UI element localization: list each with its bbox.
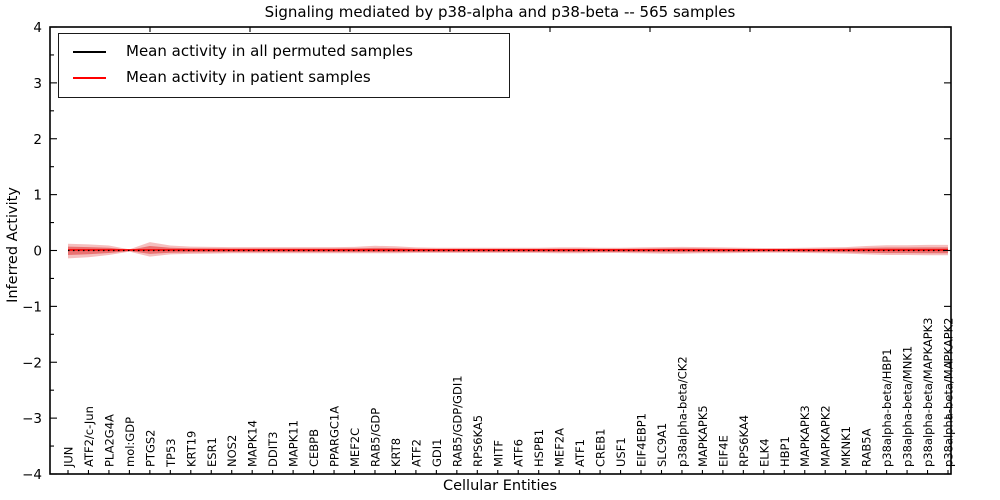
y-axis-label: Inferred Activity [5, 187, 21, 303]
x-tick-label: PTGS2 [143, 430, 157, 468]
y-tick-label: 2 [33, 132, 42, 148]
x-tick-label: p38alpha-beta/CK2 [676, 356, 690, 467]
legend-line-black-icon [73, 50, 106, 53]
x-tick-label: RPS6KA4 [737, 415, 751, 467]
y-tick-label: 3 [33, 76, 42, 92]
legend-label-patient: Mean activity in patient samples [126, 68, 371, 86]
y-tick-label: −4 [22, 467, 42, 483]
x-tick-label: ATF1 [573, 439, 587, 467]
x-tick-label: CEBPB [307, 429, 321, 467]
y-tick-label: −2 [22, 355, 42, 371]
y-tick-label: 1 [33, 188, 42, 204]
y-tick-label: −1 [22, 299, 42, 315]
x-tick-label: mol:GDP [123, 417, 137, 467]
x-tick-label: PPARGC1A [328, 406, 342, 467]
x-tick-label: MEF2A [553, 428, 567, 467]
y-tick-label: 4 [33, 20, 42, 36]
y-tick-label: −3 [22, 411, 42, 427]
y-tick-label: 0 [33, 244, 42, 260]
x-tick-label: EIF4E [716, 435, 730, 467]
axis-ticks [50, 26, 951, 475]
x-tick-label: RAB5/GDP/GDI1 [450, 375, 464, 467]
x-tick-label: MAPKAPK2 [819, 405, 833, 467]
legend: Mean activity in all permuted samples Me… [58, 33, 510, 98]
x-tick-label: DDIT3 [266, 432, 280, 467]
x-tick-label: HSPB1 [532, 429, 546, 467]
chart-title: Signaling mediated by p38-alpha and p38-… [264, 3, 736, 21]
x-tick-label: p38alpha-beta/MAPKAPK2 [942, 318, 956, 468]
x-tick-label: KRT19 [184, 431, 198, 467]
x-tick-label: JUN [62, 447, 76, 468]
x-tick-label: SLC9A1 [655, 423, 669, 467]
x-tick-label: MEF2C [348, 428, 362, 467]
legend-line-red-icon [73, 76, 106, 79]
x-tick-label: ATF6 [512, 439, 526, 467]
x-tick-labels: JUN ATF2/c-Jun PLA2G4A mol:GDP PTGS2 TP53 KRT1… [62, 318, 956, 469]
x-tick-label: HBP1 [778, 436, 792, 467]
x-tick-label: GDI1 [430, 439, 444, 467]
x-tick-label: NOS2 [225, 435, 239, 467]
x-tick-label: TP53 [164, 438, 178, 468]
x-tick-label: MAPKAPK5 [696, 405, 710, 467]
x-tick-label: MITF [491, 440, 505, 467]
legend-entry-patient: Mean activity in patient samples [73, 68, 499, 87]
x-tick-label: ELK4 [757, 438, 771, 467]
legend-label-permuted: Mean activity in all permuted samples [126, 42, 413, 60]
x-tick-label: KRT8 [389, 438, 403, 467]
x-axis-label: Cellular Entities [442, 478, 558, 494]
y-tick-labels: −4 −3 −2 −1 0 1 2 3 4 [22, 20, 42, 483]
legend-entry-permuted: Mean activity in all permuted samples [73, 42, 499, 61]
x-tick-label: MAPK11 [287, 420, 301, 467]
x-tick-label: CREB1 [594, 429, 608, 468]
x-tick-label: p38alpha-beta/MNK1 [901, 346, 915, 467]
x-tick-label: PLA2G4A [102, 414, 116, 467]
x-tick-label: MAPK14 [246, 420, 260, 467]
x-tick-label: RAB5A [860, 428, 874, 467]
x-tick-label: USF1 [614, 437, 628, 467]
x-tick-label: p38alpha-beta/MAPKAPK3 [921, 318, 935, 468]
x-tick-label: ATF2 [409, 439, 423, 467]
x-tick-label: RPS6KA5 [471, 415, 485, 467]
x-tick-label: ATF2/c-Jun [82, 406, 96, 467]
x-tick-label: p38alpha-beta/HBP1 [880, 348, 894, 467]
x-tick-label: MKNK1 [839, 426, 853, 467]
x-tick-label: RAB5/GDP [369, 408, 383, 467]
x-tick-label: ESR1 [205, 437, 219, 467]
x-tick-label: EIF4EBP1 [635, 413, 649, 467]
x-tick-label: MAPKAPK3 [798, 405, 812, 467]
